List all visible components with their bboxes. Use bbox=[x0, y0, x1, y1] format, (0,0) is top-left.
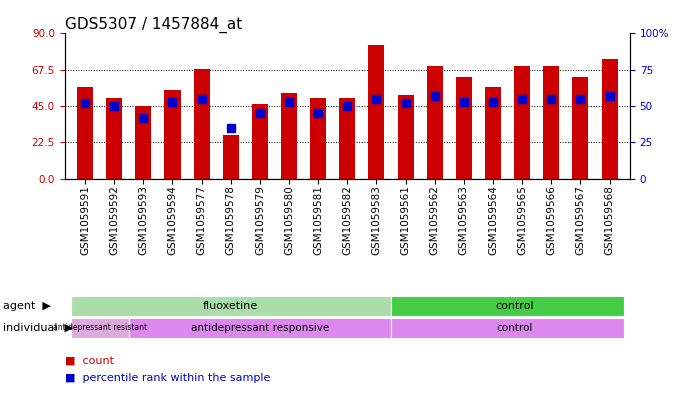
Text: agent  ▶: agent ▶ bbox=[3, 301, 51, 311]
Point bbox=[545, 95, 556, 102]
Text: antidepressant resistant: antidepressant resistant bbox=[52, 323, 146, 332]
Point bbox=[255, 110, 266, 116]
Point bbox=[429, 93, 440, 99]
Bar bbox=[165, 90, 180, 179]
Bar bbox=[339, 98, 355, 179]
Bar bbox=[543, 66, 559, 179]
Bar bbox=[391, 318, 624, 338]
Bar bbox=[129, 318, 391, 338]
Bar bbox=[193, 69, 210, 179]
Point bbox=[167, 99, 178, 105]
Point bbox=[138, 115, 149, 121]
Bar bbox=[223, 135, 239, 179]
Point bbox=[488, 99, 498, 105]
Point bbox=[371, 95, 382, 102]
Text: GDS5307 / 1457884_at: GDS5307 / 1457884_at bbox=[65, 17, 242, 33]
Point bbox=[342, 103, 353, 109]
Bar bbox=[427, 66, 443, 179]
Bar bbox=[281, 93, 297, 179]
Text: control: control bbox=[496, 301, 534, 311]
Bar bbox=[573, 77, 588, 179]
Bar bbox=[106, 98, 122, 179]
Bar bbox=[368, 45, 385, 179]
Point bbox=[283, 99, 294, 105]
Bar bbox=[252, 105, 268, 179]
Text: fluoxetine: fluoxetine bbox=[203, 301, 258, 311]
Point bbox=[80, 100, 91, 107]
Bar bbox=[456, 77, 472, 179]
Point bbox=[196, 95, 207, 102]
Point bbox=[575, 95, 586, 102]
Bar bbox=[514, 66, 530, 179]
Point bbox=[400, 100, 411, 107]
Bar bbox=[136, 106, 151, 179]
Text: control: control bbox=[496, 323, 533, 333]
Point bbox=[604, 93, 615, 99]
Point bbox=[458, 99, 469, 105]
Bar bbox=[601, 59, 618, 179]
Bar bbox=[398, 95, 413, 179]
Text: ■  count: ■ count bbox=[65, 356, 114, 365]
Bar bbox=[391, 296, 624, 316]
Text: individual  ▶: individual ▶ bbox=[3, 323, 74, 333]
Bar bbox=[77, 87, 93, 179]
Bar bbox=[310, 98, 326, 179]
Point bbox=[313, 110, 323, 116]
Point bbox=[225, 125, 236, 131]
Text: antidepressant responsive: antidepressant responsive bbox=[191, 323, 329, 333]
Bar bbox=[485, 87, 501, 179]
Text: ■  percentile rank within the sample: ■ percentile rank within the sample bbox=[65, 373, 270, 383]
Bar bbox=[71, 318, 129, 338]
Bar bbox=[71, 296, 391, 316]
Point bbox=[109, 103, 120, 109]
Point bbox=[517, 95, 528, 102]
